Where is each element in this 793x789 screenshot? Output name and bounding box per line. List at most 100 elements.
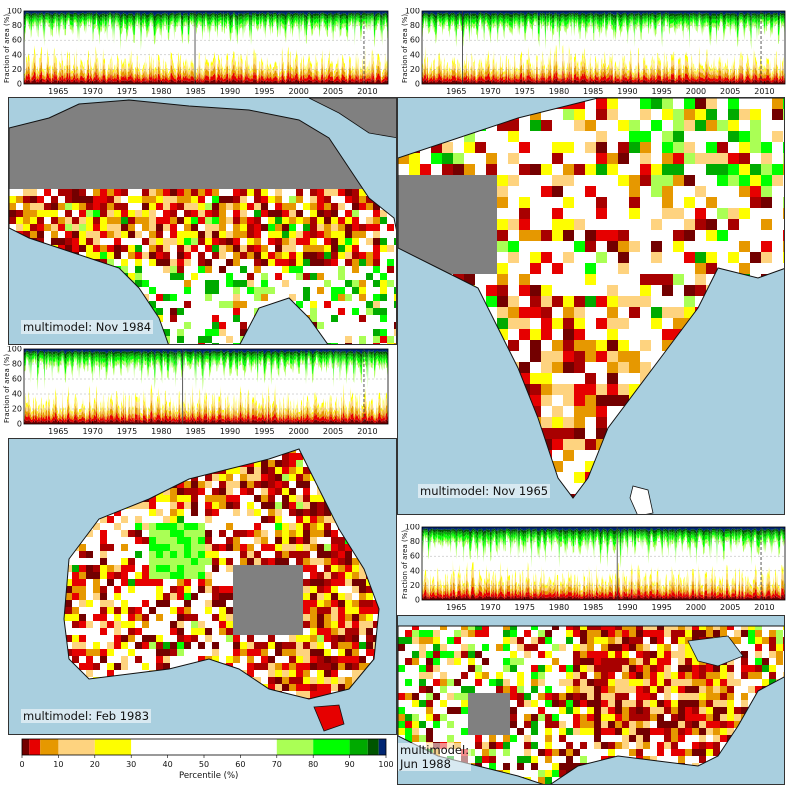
grid-cell [331,642,338,649]
grid-cell [317,287,324,294]
grid-cell [121,474,128,481]
grid-cell [16,126,23,133]
grid-cell [254,196,261,203]
grid-cell [664,686,671,693]
grid-cell [198,565,205,572]
grid-cell [23,259,30,266]
grid-cell [338,168,345,175]
percentile-cells [398,626,784,784]
grid-cell [198,196,205,203]
grid-cell [233,343,240,344]
grid-cell [170,140,177,147]
grid-cell [594,665,601,672]
grid-cell [750,197,761,208]
grid-cell [170,474,177,481]
grid-cell [16,516,23,523]
grid-cell [508,296,519,307]
grid-cell [317,621,324,628]
grid-cell [261,126,268,133]
grid-cell [713,679,720,686]
grid-cell [240,231,247,238]
grid-cell [177,266,184,273]
grid-cell [761,241,772,252]
grid-cell [219,252,226,259]
grid-cell [226,203,233,210]
grid-cell [44,105,51,112]
grid-cell [65,280,72,287]
grid-cell [622,626,629,630]
grid-cell [380,544,387,551]
grid-cell [574,395,585,406]
grid-cell [121,600,128,607]
grid-cell [352,523,359,530]
grid-cell [461,644,468,651]
grid-cell [366,544,373,551]
grid-cell [37,245,44,252]
grid-cell [135,516,142,523]
grid-cell [107,642,114,649]
grid-cell [233,140,240,147]
grid-cell [156,509,163,516]
grid-cell [380,670,387,677]
grid-cell [442,472,453,483]
grid-cell [72,614,79,621]
grid-cell [163,238,170,245]
grid-cell [486,439,497,450]
grid-cell [72,224,79,231]
grid-cell [442,461,453,472]
grid-cell [254,593,261,600]
grid-cell [433,693,440,700]
band-9 [422,528,785,540]
grid-cell [268,315,275,322]
grid-cell [289,259,296,266]
grid-cell [310,684,317,691]
grid-cell [184,579,191,586]
grid-cell [23,245,30,252]
grid-cell [739,406,750,417]
grid-cell [317,259,324,266]
grid-cell [191,565,198,572]
grid-cell [317,467,324,474]
grid-cell [100,252,107,259]
grid-cell [310,224,317,231]
grid-cell [366,467,373,474]
grid-cell [170,509,177,516]
grid-cell [664,665,671,672]
grid-cell [608,672,615,679]
grid-cell [107,663,114,670]
grid-cell [261,530,268,537]
grid-cell [254,607,261,614]
grid-cell [128,733,135,735]
grid-cell [497,406,508,417]
grid-cell [706,700,713,707]
grid-cell [303,252,310,259]
xtick-label: 1980 [151,87,171,96]
grid-cell [664,626,671,630]
grid-cell [170,273,177,280]
grid-cell [497,351,508,362]
grid-cell [58,161,65,168]
grid-cell [373,621,379,628]
grid-cell [563,175,574,186]
grid-cell [107,189,114,196]
grid-cell [496,679,503,686]
grid-cell [121,621,128,628]
grid-cell [552,362,563,373]
grid-cell [65,203,72,210]
grid-cell [338,133,345,140]
grid-cell [86,565,93,572]
grid-cell [121,175,128,182]
grid-cell [44,656,51,663]
grid-cell [684,417,695,428]
grid-cell [338,245,345,252]
grid-cell [303,705,310,712]
grid-cell [72,439,79,446]
grid-cell [783,626,784,630]
grid-cell [338,607,345,614]
grid-cell [783,505,785,515]
grid-cell [497,384,508,395]
grid-cell [373,502,379,509]
grid-cell [100,168,107,175]
grid-cell [380,537,387,544]
grid-cell [398,351,409,362]
